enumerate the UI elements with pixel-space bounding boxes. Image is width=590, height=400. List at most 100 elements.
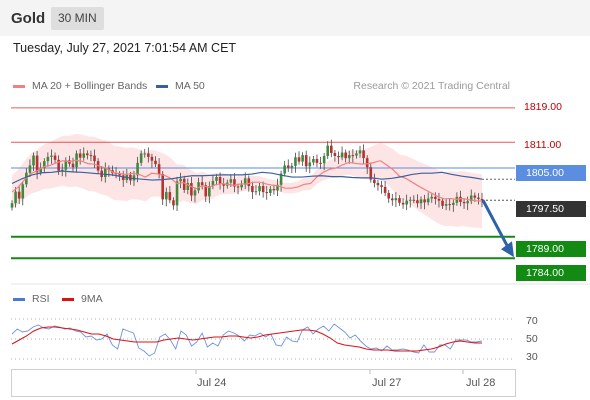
- candle-body: [46, 156, 50, 162]
- candle-body: [279, 173, 283, 185]
- candle-body: [430, 196, 434, 199]
- candle-body: [64, 160, 68, 170]
- x-tick-jul28: Jul 28: [466, 377, 496, 389]
- candle-body: [365, 158, 369, 168]
- rsi-tick-50: 50: [526, 333, 538, 345]
- candle-body: [78, 153, 82, 158]
- candle-body: [351, 155, 355, 157]
- candle-body: [304, 155, 308, 167]
- candle-body: [380, 185, 383, 187]
- legend-ma50: MA 50: [156, 80, 205, 92]
- candle-body: [451, 202, 455, 205]
- legend-ma20-bollinger: MA 20 + Bollinger Bands: [13, 80, 147, 92]
- candle-body: [121, 175, 125, 181]
- candle-body: [53, 155, 57, 160]
- instrument-title: Gold: [11, 10, 46, 27]
- candle-body: [272, 189, 276, 191]
- ma20-swatch: [13, 84, 25, 88]
- candle-body: [480, 198, 484, 201]
- candle-body: [136, 162, 139, 176]
- candle-body: [222, 183, 225, 186]
- candle-body: [147, 153, 150, 157]
- candle-body: [254, 191, 258, 193]
- candle-body: [441, 200, 444, 206]
- candle-body: [17, 191, 21, 199]
- candle-body: [265, 192, 269, 194]
- candle-body: [423, 199, 426, 203]
- price-label-s2: 1784.00: [516, 265, 586, 281]
- candle-body: [50, 155, 53, 157]
- candle-body: [437, 198, 441, 201]
- candle-body: [308, 162, 312, 167]
- price-label-current: 1797.50: [516, 201, 586, 217]
- candle-body: [312, 159, 315, 163]
- candle-body: [469, 195, 473, 202]
- price-label-pivot: 1805.00: [516, 165, 586, 181]
- candle-body: [369, 167, 373, 180]
- candle-body: [322, 155, 326, 164]
- candle-body: [290, 165, 294, 168]
- candle-body: [236, 186, 240, 188]
- x-tick-jul27: Jul 27: [372, 377, 402, 389]
- candle-body: [10, 203, 14, 208]
- candle-body: [376, 183, 380, 186]
- candle-body: [297, 157, 301, 162]
- price-label-s1: 1789.00: [516, 241, 586, 257]
- candle-body: [229, 179, 233, 183]
- candle-body: [164, 192, 168, 200]
- legend-rsi-ma-label: 9MA: [81, 293, 103, 305]
- candle-body: [261, 186, 265, 193]
- candle-body: [416, 200, 419, 204]
- candle-body: [186, 183, 190, 190]
- candle-body: [326, 145, 330, 156]
- ma50-swatch: [156, 84, 168, 88]
- rsi-ma-line: [11, 326, 482, 352]
- candle-body: [71, 163, 75, 168]
- candle-body: [405, 200, 408, 205]
- ma20-line: [11, 159, 483, 202]
- candle-body: [93, 155, 96, 162]
- candle-body: [193, 190, 197, 196]
- candle-body: [60, 169, 64, 171]
- candle-body: [200, 182, 204, 186]
- candle-body: [28, 165, 32, 173]
- candle-body: [103, 168, 107, 178]
- candle-body: [398, 198, 401, 203]
- candle-body: [408, 199, 412, 201]
- time-axis-frame: [11, 369, 516, 397]
- candle-body: [319, 162, 322, 164]
- legend-rsi-ma: 9MA: [62, 293, 103, 305]
- rsi-swatch: [13, 297, 25, 301]
- timeframe-badge[interactable]: 30 MIN: [51, 7, 104, 30]
- bollinger-band: [12, 133, 482, 228]
- candle-body: [283, 165, 286, 174]
- candle-body: [337, 155, 340, 158]
- candle-body: [286, 165, 290, 168]
- candle-body: [344, 152, 347, 159]
- candle-body: [175, 181, 179, 206]
- candle-body: [387, 192, 391, 199]
- candle-body: [276, 184, 279, 191]
- candle-body: [197, 182, 200, 191]
- candle-body: [161, 174, 164, 200]
- candle-body: [258, 186, 261, 192]
- candle-body: [269, 189, 272, 193]
- candle-body: [383, 186, 387, 193]
- candle-body: [355, 153, 358, 156]
- forecast-arrow-head: [501, 241, 514, 258]
- candle-body: [89, 155, 93, 157]
- candle-body: [466, 201, 469, 204]
- candle-body: [39, 168, 43, 173]
- candle-body: [154, 160, 157, 165]
- candle-body: [172, 200, 175, 206]
- candle-body: [118, 174, 121, 176]
- candle-body: [394, 198, 398, 201]
- candle-body: [14, 191, 17, 204]
- candle-body: [462, 201, 466, 204]
- candle-body: [426, 198, 430, 203]
- candle-body: [444, 204, 448, 206]
- candle-body: [412, 199, 416, 201]
- rsi-tick-30: 30: [526, 351, 538, 363]
- candle-body: [243, 178, 247, 185]
